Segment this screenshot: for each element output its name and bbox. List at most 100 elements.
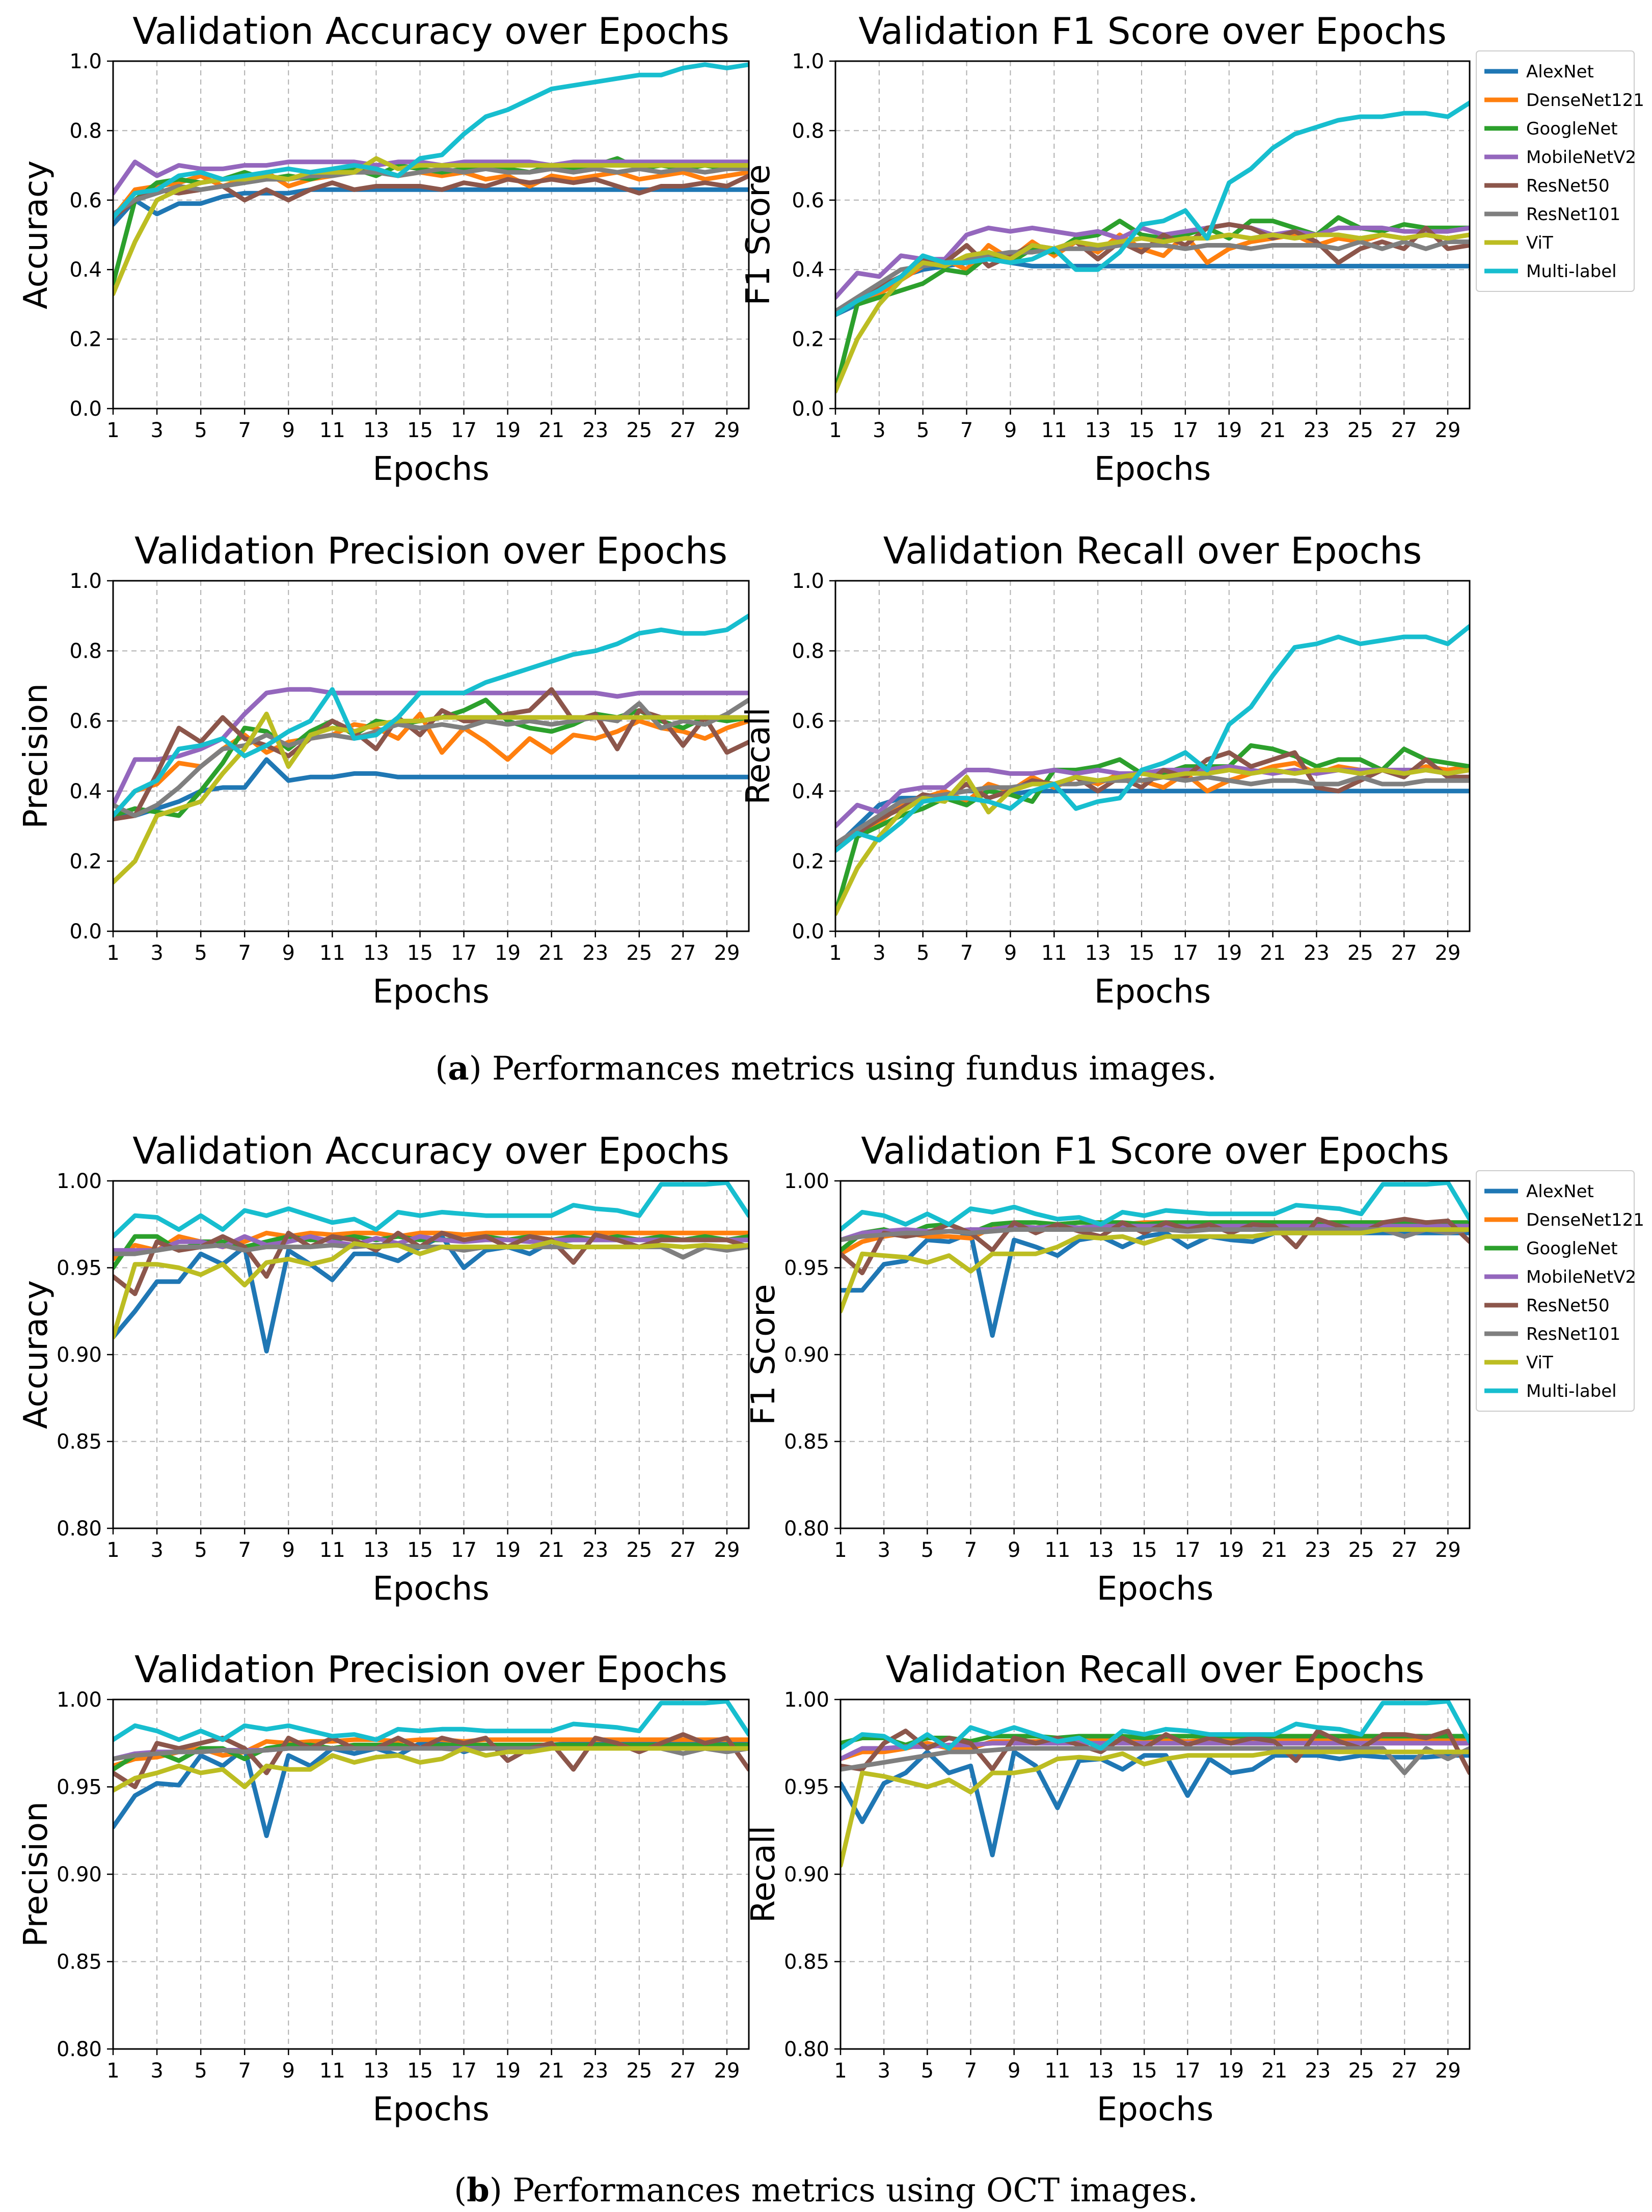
- y-tick-label: 0.80: [784, 1517, 829, 1541]
- x-tick-label: 15: [407, 1539, 433, 1562]
- legend-label-alexnet: AlexNet: [1526, 62, 1594, 82]
- series-line-multi-label: [113, 1180, 749, 1239]
- y-tick-label: 0.90: [57, 1863, 102, 1886]
- legend-label-resnet50: ResNet50: [1526, 1296, 1610, 1316]
- y-axis-label: F1 Score: [745, 1284, 782, 1425]
- x-tick-label: 3: [150, 941, 163, 965]
- series-line-multi-label: [113, 1698, 749, 1742]
- legend-label-multi-label: Multi-label: [1526, 261, 1617, 282]
- x-tick-label: 13: [363, 941, 389, 965]
- legend-label-densenet121: DenseNet121: [1526, 90, 1644, 111]
- x-axis-label: Epochs: [1094, 450, 1211, 488]
- x-tick-label: 3: [873, 941, 885, 965]
- legend-box: [1476, 50, 1635, 292]
- series-line-resnet101: [113, 697, 749, 818]
- x-tick-label: 3: [877, 1539, 890, 1562]
- x-tick-label: 11: [319, 2059, 345, 2083]
- series-line-multi-label: [841, 1698, 1470, 1751]
- plot-frame: [112, 580, 750, 932]
- x-axis-label: Epochs: [372, 1570, 489, 1608]
- x-tick-label: 27: [1391, 419, 1417, 442]
- y-tick-label: 0.6: [69, 189, 102, 212]
- x-tick-label: 25: [1347, 419, 1373, 442]
- x-tick-label: 21: [538, 941, 564, 965]
- x-tick-label: 11: [1044, 1539, 1070, 1562]
- x-tick-label: 21: [538, 1539, 564, 1562]
- legend-label-resnet101: ResNet101: [1526, 204, 1620, 225]
- chart-b-recall: 0.800.850.900.951.001 3 5 7 9 11 13 15 17 19 21 23 2…: [745, 1648, 1471, 2128]
- x-tick-label: 15: [1131, 1539, 1157, 1562]
- y-tick-label: 0.0: [792, 397, 824, 421]
- x-tick-label: 17: [451, 941, 477, 965]
- x-tick-label: 19: [495, 941, 521, 965]
- x-tick-label: 7: [960, 419, 973, 442]
- y-tick-label: 0.80: [784, 2038, 829, 2061]
- series-line-vit: [113, 1746, 749, 1793]
- x-tick-label: 3: [873, 419, 885, 442]
- x-tick-label: 7: [238, 1539, 251, 1562]
- x-tick-label: 5: [916, 419, 929, 442]
- x-tick-label: 17: [1172, 941, 1198, 965]
- y-tick-label: 0.6: [792, 189, 824, 212]
- y-tick-label: 0.95: [57, 1776, 102, 1799]
- y-tick-label: 0.6: [792, 710, 824, 733]
- y-tick-label: 0.95: [784, 1257, 829, 1280]
- series-line-mobilenetv2: [835, 764, 1470, 829]
- series-line-multi-label: [835, 624, 1470, 853]
- legend-label-vit: ViT: [1526, 233, 1553, 253]
- chart-a-accuracy: 0.00.20.40.60.81.01 3 5 7 9 11 13 15 17 19 21 23 25 2…: [17, 10, 750, 488]
- series-group: [113, 1180, 749, 1354]
- y-tick-label: 0.6: [69, 710, 102, 733]
- series-line-vit: [835, 232, 1470, 394]
- series-group: [113, 613, 749, 885]
- y-axis-label: F1 Score: [740, 164, 777, 305]
- x-tick-label: 11: [1044, 2059, 1070, 2083]
- x-tick-label: 27: [670, 1539, 696, 1562]
- y-tick-label: 1.0: [69, 50, 102, 73]
- x-tick-label: 1: [829, 419, 842, 442]
- x-tick-label: 1: [106, 419, 119, 442]
- x-axis-label: Epochs: [372, 2091, 489, 2128]
- chart-title: Validation Accuracy over Epochs: [132, 10, 729, 52]
- legend-label-mobilenetv2: MobileNetV2: [1526, 1267, 1636, 1287]
- x-tick-label: 1: [829, 941, 842, 965]
- x-tick-label: 23: [1305, 1539, 1331, 1562]
- x-tick-label: 27: [1392, 2059, 1418, 2083]
- x-tick-label: 7: [964, 2059, 977, 2083]
- legend-box: [1476, 1170, 1635, 1412]
- x-tick-label: 19: [1218, 1539, 1244, 1562]
- x-axis-label: Epochs: [372, 973, 489, 1011]
- x-tick-label: 3: [150, 419, 163, 442]
- y-tick-label: 1.00: [57, 1688, 102, 1712]
- y-tick-label: 0.80: [57, 2038, 102, 2061]
- x-tick-label: 15: [1129, 941, 1155, 965]
- plot-frame: [112, 1698, 750, 2050]
- x-tick-label: 21: [1260, 941, 1286, 965]
- y-axis-label: Recall: [745, 1826, 782, 1923]
- y-tick-label: 0.4: [792, 258, 824, 282]
- x-tick-label: 25: [626, 419, 652, 442]
- x-tick-label: 13: [1088, 1539, 1114, 1562]
- x-tick-label: 23: [1304, 941, 1330, 965]
- plot-frame: [839, 1180, 1471, 1529]
- y-axis-label: Precision: [17, 1801, 55, 1947]
- caption-a-label: a: [448, 1049, 469, 1088]
- y-axis-label: Precision: [17, 683, 55, 829]
- series-group: [835, 624, 1470, 916]
- y-axis-label: Accuracy: [17, 1280, 55, 1429]
- x-tick-label: 15: [407, 2059, 433, 2083]
- x-axis-label: Epochs: [1097, 2091, 1213, 2128]
- x-axis-label: Epochs: [1097, 1570, 1213, 1608]
- chart-a-f1: 0.00.20.40.60.81.01 3 5 7 9 11 13 15 17 19 21 23 25 2…: [740, 10, 1471, 488]
- y-tick-label: 0.8: [792, 640, 824, 663]
- y-tick-label: 1.00: [784, 1688, 829, 1712]
- x-tick-label: 9: [1008, 1539, 1020, 1562]
- x-tick-label: 23: [1304, 419, 1330, 442]
- y-tick-label: 1.00: [57, 1170, 102, 1193]
- x-axis-label: Epochs: [372, 450, 489, 488]
- x-tick-label: 19: [495, 419, 521, 442]
- x-tick-label: 29: [1435, 419, 1461, 442]
- plot-frame: [834, 580, 1471, 932]
- series-line-alexnet: [841, 1230, 1470, 1338]
